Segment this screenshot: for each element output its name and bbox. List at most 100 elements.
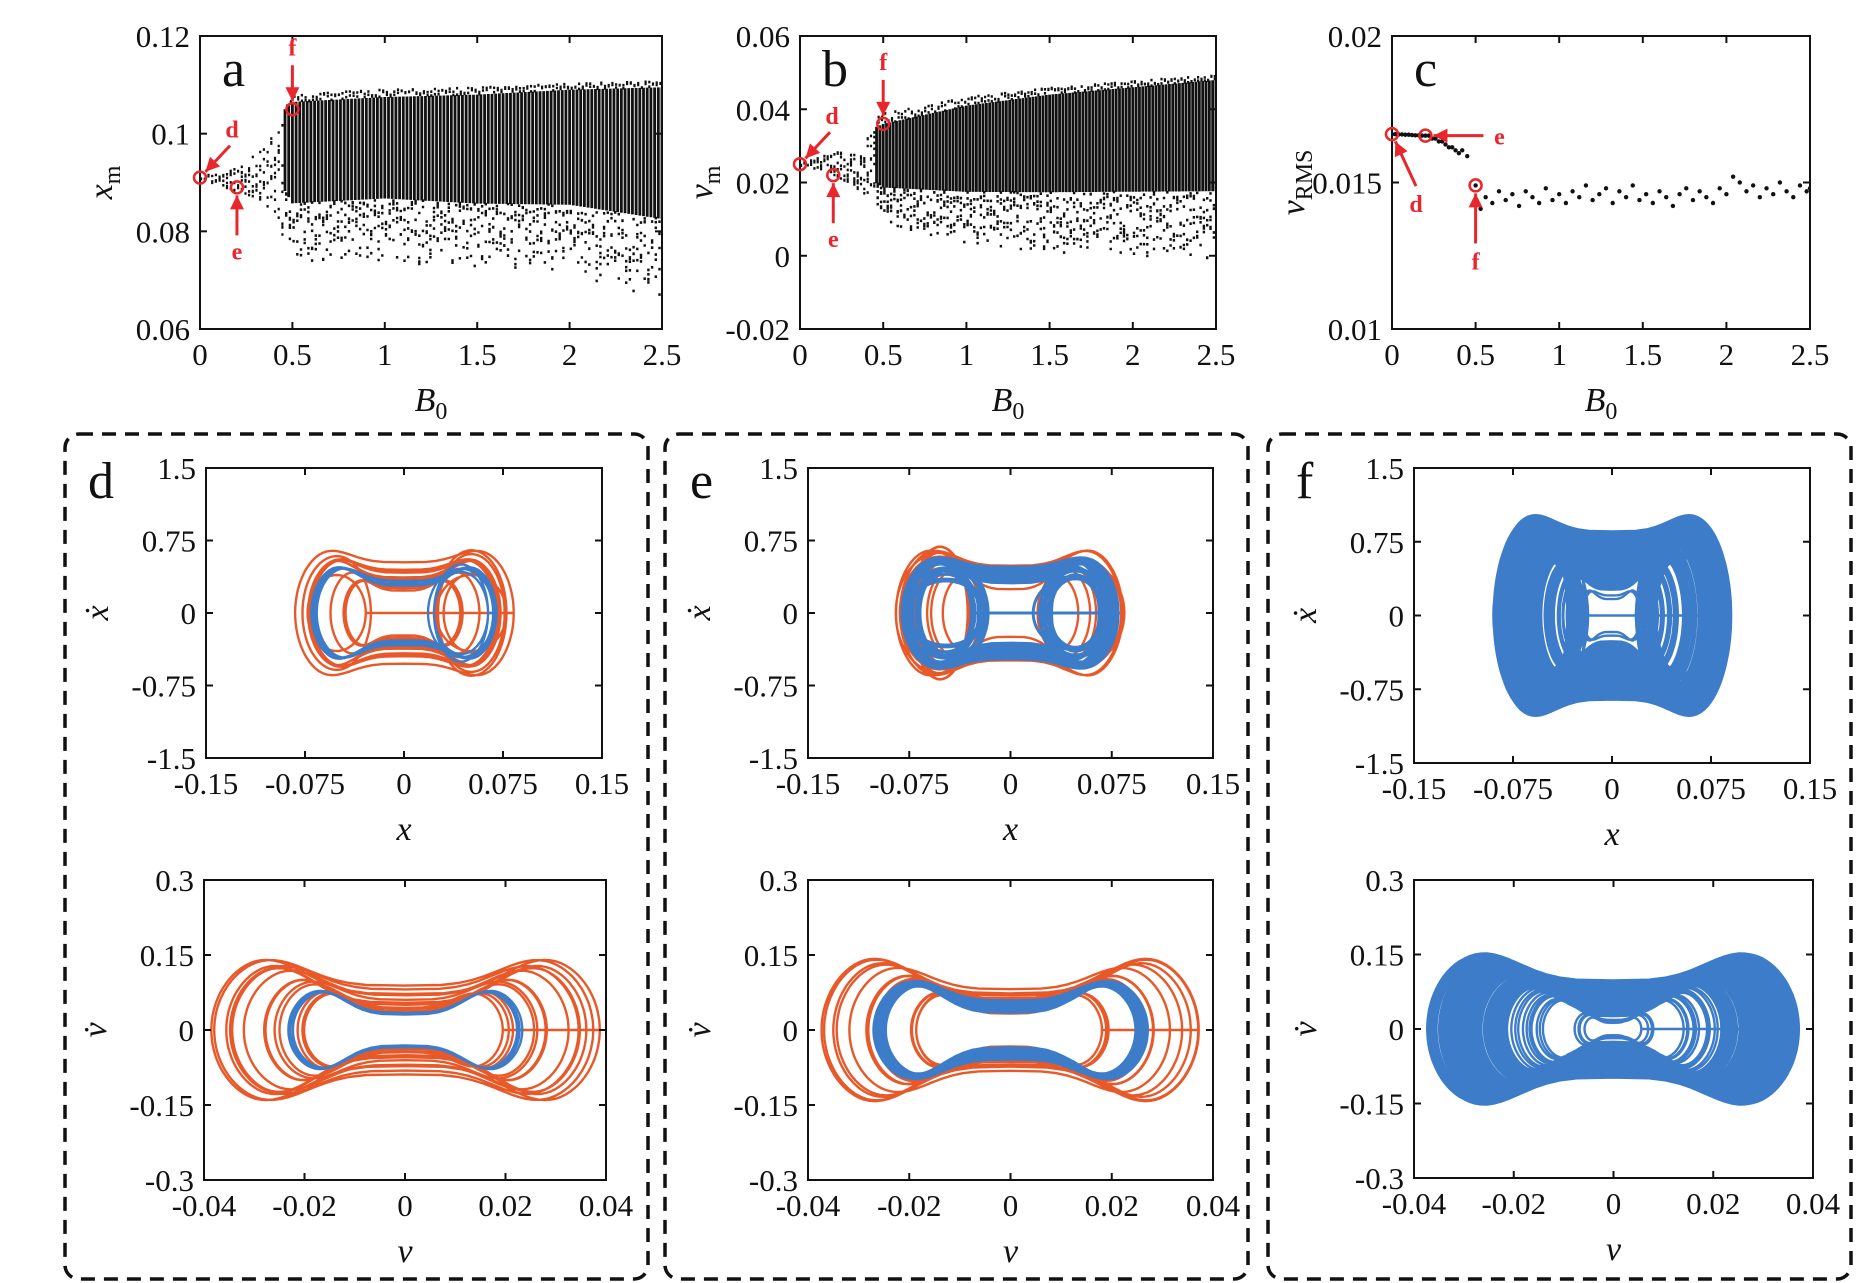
rms-point: [1557, 192, 1562, 197]
y-tick-label: 0.06: [736, 19, 790, 54]
x-tick-label: 2.5: [643, 337, 682, 372]
marker-d: [1384, 126, 1400, 142]
x-tick-label: 0.04: [1186, 1188, 1241, 1223]
x-axis-label: v: [1003, 1233, 1019, 1270]
panel-label: f: [1296, 453, 1314, 510]
trajectory-blue: [287, 989, 524, 1071]
rms-point: [1563, 200, 1569, 206]
y-tick-label: -0.75: [733, 669, 798, 704]
rms-point: [1657, 189, 1662, 194]
rms-point: [1791, 194, 1796, 200]
y-axis-label: v̇: [1287, 1021, 1324, 1037]
x-tick-label: 2: [562, 337, 578, 372]
y-tick-label: -0.15: [1339, 1087, 1404, 1122]
y-tick-label: -0.02: [725, 312, 790, 347]
rms-point: [1419, 133, 1425, 138]
panel-e1: -0.15 -0.075 0 0.075 0.15 -1.5 -0.75 0 0.75 1.5 x ẋ…: [681, 451, 1240, 848]
trajectory-orange: [210, 958, 601, 1102]
x-axis-label: B0: [992, 382, 1025, 425]
rms-point: [1784, 189, 1789, 194]
x-tick-label: 0: [397, 1188, 413, 1223]
axes-frame: [1391, 35, 1811, 330]
x-tick-label: 1.5: [1030, 337, 1069, 372]
y-tick-label: 0.15: [744, 938, 798, 973]
rms-point: [1456, 151, 1462, 156]
rms-point: [1530, 194, 1535, 200]
x-tick-label: 1: [377, 337, 393, 372]
arrow-head: [876, 101, 891, 116]
bif-points: [800, 74, 1216, 260]
y-tick-label: 0: [783, 596, 799, 631]
x-tick-label: -0.15: [776, 766, 841, 801]
y-tick-label: 0: [775, 239, 791, 274]
y-tick-label: 0.06: [136, 312, 190, 347]
y-tick-label: -0.75: [1339, 672, 1404, 707]
y-tick-label: -0.3: [749, 1163, 798, 1198]
rms-point: [1684, 186, 1689, 191]
marker-label: e: [828, 227, 839, 253]
rms-point: [1426, 133, 1431, 138]
y-tick-label: 0.02: [736, 166, 790, 201]
rms-point: [1510, 192, 1515, 197]
y-tick-label: 0.15: [1350, 938, 1404, 973]
trajectory-orange: [293, 549, 515, 677]
x-tick-label: 2.5: [1791, 337, 1830, 372]
x-tick-label: -0.02: [272, 1188, 337, 1223]
rms-point: [1577, 194, 1582, 200]
arrow-head: [1468, 193, 1483, 208]
marker-f: [875, 116, 891, 132]
rms-point: [1490, 200, 1495, 206]
x-tick-label: 0: [1003, 1188, 1019, 1223]
group-box-e: [663, 432, 1250, 1281]
panel-f2: -0.04 -0.02 0 0.02 0.04 -0.3 -0.15 0 0.15 0.3 v v̇: [1287, 863, 1841, 1268]
rms-point: [1536, 200, 1542, 206]
x-tick-label: 0: [1604, 771, 1620, 806]
rms-point: [1764, 186, 1769, 191]
trajectory-blue: [1492, 514, 1733, 717]
rms-point: [1730, 174, 1736, 179]
x-axis-label: B0: [1585, 382, 1618, 425]
x-tick-label: -0.04: [172, 1188, 237, 1223]
panel-label: e: [690, 453, 713, 510]
y-tick-label: 0.015: [1312, 166, 1382, 201]
x-tick-label: -0.075: [1473, 771, 1553, 806]
rms-point: [1717, 186, 1722, 191]
rms-point: [1550, 197, 1555, 203]
marker-label: f: [1472, 249, 1481, 275]
group-box-f: [1266, 432, 1853, 1281]
y-axis-label: ẋ: [1287, 608, 1324, 624]
y-tick-label: -0.75: [131, 669, 196, 704]
rms-point: [1399, 132, 1405, 137]
x-tick-label: 0.15: [575, 766, 629, 801]
marker-label: d: [225, 118, 239, 144]
rms-point: [1590, 197, 1595, 203]
x-tick-label: 0.5: [864, 337, 903, 372]
rms-point: [1643, 192, 1649, 197]
bif-points: [200, 80, 662, 296]
marker-f: [1468, 178, 1483, 193]
marker-label: d: [825, 104, 839, 130]
group-box-d: [63, 432, 650, 1281]
y-tick-label: 0: [1389, 1012, 1405, 1047]
y-tick-label: 0.15: [140, 938, 194, 973]
y-tick-label: 0.75: [1350, 525, 1404, 560]
x-tick-label: 1.5: [458, 337, 497, 372]
x-tick-label: -0.15: [174, 766, 239, 801]
x-tick-label: 0: [792, 337, 808, 372]
rms-point: [1750, 183, 1756, 188]
x-tick-label: 0: [1384, 337, 1400, 372]
rms-point: [1473, 183, 1478, 188]
rms-point: [1446, 145, 1452, 150]
y-tick-label: 0.04: [736, 92, 791, 127]
y-axis-label: vRMS: [1275, 150, 1318, 216]
rms-point: [1443, 142, 1448, 147]
rms-point: [1637, 197, 1642, 203]
rms-point: [1465, 153, 1470, 159]
marker-label: e: [232, 239, 243, 265]
panel-c: 0 0.5 1 1.5 2 2.5 0.01 0.015 0.02 B0 vRMS c d e f: [1275, 19, 1829, 425]
arrow-head: [1394, 141, 1408, 158]
x-tick-label: 0: [192, 337, 208, 372]
rms-point: [1409, 132, 1415, 138]
y-tick-label: -1.5: [1355, 746, 1404, 781]
